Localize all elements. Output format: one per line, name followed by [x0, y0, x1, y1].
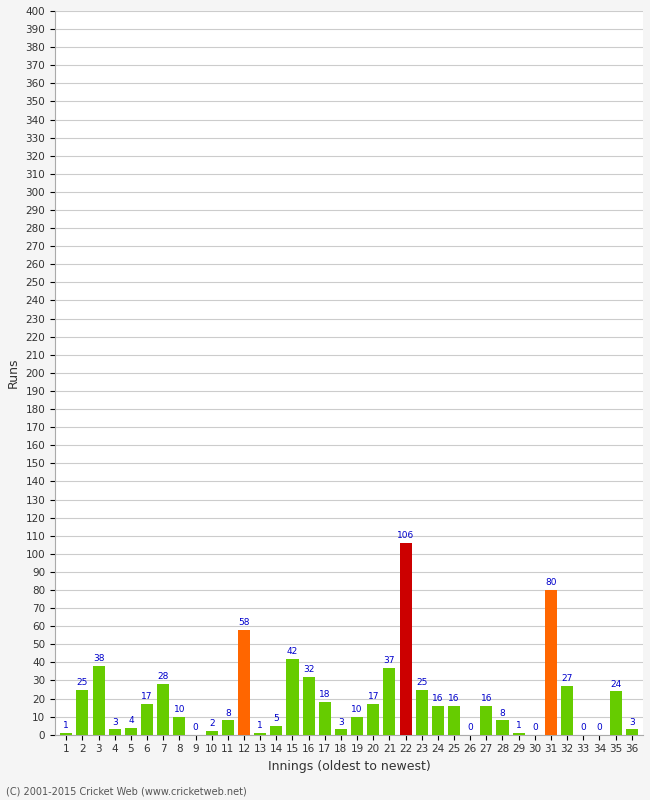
Text: 16: 16	[480, 694, 492, 703]
Text: 17: 17	[367, 692, 379, 702]
Bar	[318, 702, 331, 734]
Bar	[545, 590, 557, 734]
Text: (C) 2001-2015 Cricket Web (www.cricketweb.net): (C) 2001-2015 Cricket Web (www.cricketwe…	[6, 786, 247, 796]
X-axis label: Innings (oldest to newest): Innings (oldest to newest)	[268, 760, 430, 773]
Text: 80: 80	[545, 578, 556, 587]
Text: 3: 3	[338, 718, 344, 726]
Bar	[400, 543, 411, 734]
Bar	[415, 690, 428, 734]
Bar	[351, 717, 363, 734]
Text: 10: 10	[174, 705, 185, 714]
Bar	[205, 731, 218, 734]
Text: 5: 5	[274, 714, 280, 723]
Text: 27: 27	[562, 674, 573, 683]
Bar	[238, 630, 250, 734]
Bar	[270, 726, 282, 734]
Text: 1: 1	[64, 722, 69, 730]
Bar	[287, 658, 298, 734]
Text: 28: 28	[157, 672, 169, 682]
Text: 32: 32	[303, 665, 315, 674]
Bar	[480, 706, 493, 734]
Bar	[626, 730, 638, 734]
Text: 8: 8	[500, 709, 505, 718]
Bar	[157, 684, 169, 734]
Text: 2: 2	[209, 719, 214, 729]
Text: 18: 18	[319, 690, 331, 699]
Bar	[174, 717, 185, 734]
Text: 38: 38	[93, 654, 105, 663]
Bar	[222, 720, 234, 734]
Text: 8: 8	[225, 709, 231, 718]
Text: 25: 25	[416, 678, 428, 687]
Text: 42: 42	[287, 647, 298, 656]
Text: 1: 1	[516, 722, 521, 730]
Bar	[141, 704, 153, 734]
Bar	[513, 733, 525, 734]
Bar	[610, 691, 621, 734]
Text: 3: 3	[112, 718, 118, 726]
Text: 16: 16	[432, 694, 443, 703]
Bar	[561, 686, 573, 734]
Text: 0: 0	[192, 723, 198, 732]
Text: 25: 25	[77, 678, 88, 687]
Text: 4: 4	[128, 716, 134, 725]
Bar	[109, 730, 121, 734]
Bar	[60, 733, 72, 734]
Bar	[335, 730, 347, 734]
Bar	[254, 733, 266, 734]
Text: 10: 10	[352, 705, 363, 714]
Text: 0: 0	[467, 723, 473, 732]
Bar	[77, 690, 88, 734]
Bar	[497, 720, 508, 734]
Bar	[384, 668, 395, 734]
Bar	[92, 666, 105, 734]
Text: 16: 16	[448, 694, 460, 703]
Y-axis label: Runs: Runs	[7, 358, 20, 388]
Text: 0: 0	[597, 723, 603, 732]
Text: 1: 1	[257, 722, 263, 730]
Text: 0: 0	[580, 723, 586, 732]
Bar	[448, 706, 460, 734]
Bar	[367, 704, 380, 734]
Text: 58: 58	[239, 618, 250, 627]
Text: 24: 24	[610, 680, 621, 689]
Text: 0: 0	[532, 723, 538, 732]
Text: 17: 17	[141, 692, 153, 702]
Text: 106: 106	[397, 531, 414, 540]
Bar	[432, 706, 444, 734]
Text: 3: 3	[629, 718, 634, 726]
Text: 37: 37	[384, 656, 395, 665]
Bar	[125, 727, 137, 734]
Bar	[302, 677, 315, 734]
